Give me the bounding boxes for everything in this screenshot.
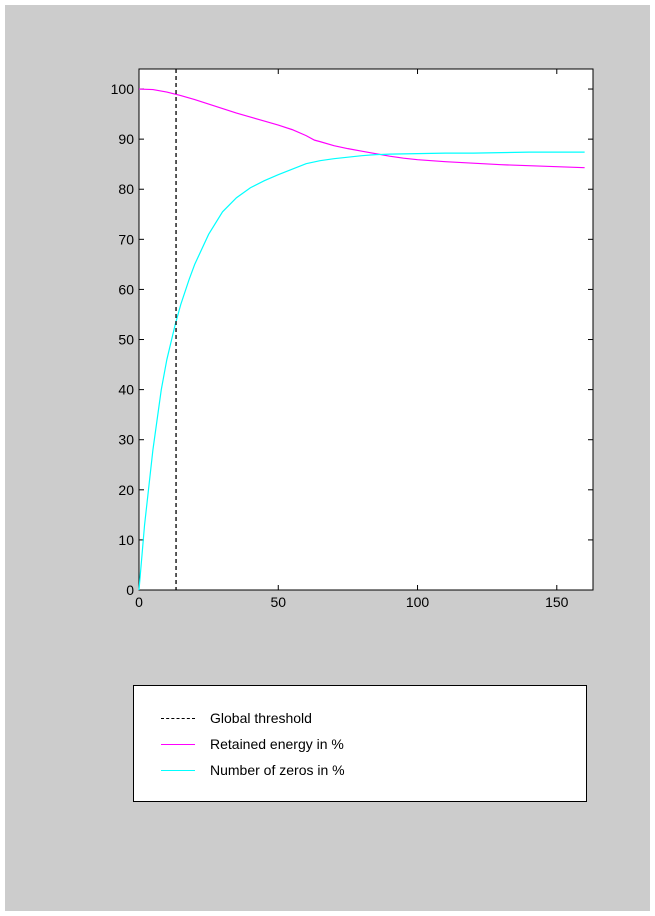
y-tick-label: 0 xyxy=(126,582,134,598)
y-tick-label: 10 xyxy=(118,532,134,548)
y-axis-ticks: 0 10 20 30 40 50 60 70 80 90 100 xyxy=(111,81,593,598)
y-tick-label: 30 xyxy=(118,432,134,448)
x-tick-label: 0 xyxy=(135,594,143,610)
legend-swatch-retained-energy xyxy=(161,743,195,745)
y-tick-label: 20 xyxy=(118,482,134,498)
y-tick-label: 90 xyxy=(118,131,134,147)
y-tick-label: 100 xyxy=(111,81,135,97)
legend-entry-threshold: Global threshold xyxy=(161,708,312,728)
legend-label: Global threshold xyxy=(210,710,312,726)
legend-label: Retained energy in % xyxy=(210,736,344,752)
x-tick-label: 50 xyxy=(270,594,286,610)
legend-swatch-zeros xyxy=(161,769,195,771)
x-tick-label: 100 xyxy=(406,594,430,610)
y-tick-label: 50 xyxy=(118,332,134,348)
retained-energy-line xyxy=(138,88,585,169)
legend-entry-retained-energy: Retained energy in % xyxy=(161,734,344,754)
legend: Global threshold Retained energy in % Nu… xyxy=(133,685,587,802)
legend-swatch-threshold xyxy=(161,717,195,719)
zeros-line xyxy=(138,151,585,591)
legend-label: Number of zeros in % xyxy=(210,762,345,778)
y-tick-label: 60 xyxy=(118,281,134,297)
axes-box xyxy=(138,68,594,591)
y-tick-label: 70 xyxy=(118,231,134,247)
x-axis-ticks: 0 50 100 150 xyxy=(135,69,569,610)
legend-entry-zeros: Number of zeros in % xyxy=(161,760,345,780)
y-tick-label: 40 xyxy=(118,382,134,398)
series-layer xyxy=(138,69,585,591)
y-tick-label: 80 xyxy=(118,181,134,197)
x-tick-label: 150 xyxy=(545,594,569,610)
